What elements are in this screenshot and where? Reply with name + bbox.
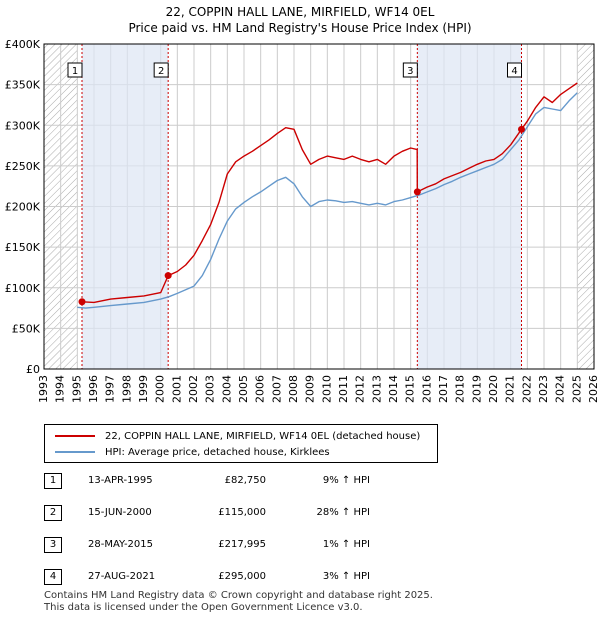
x-tick-label: 1996 [87, 375, 100, 403]
sale-row-2: 2 15-JUN-2000 £115,000 28% ↑ HPI [44, 502, 404, 522]
x-tick-label: 2021 [504, 375, 517, 403]
hpi-line [77, 92, 578, 309]
chart-subtitle: Price paid vs. HM Land Registry's House … [128, 21, 472, 35]
y-tick-label: £300K [5, 119, 41, 132]
y-tick-label: £250K [5, 160, 41, 173]
price-paid-line [81, 82, 578, 304]
x-tick-label: 2003 [204, 375, 217, 403]
footer-licence: This data is licensed under the Open Gov… [44, 602, 363, 613]
sale-row-4: 4 27-AUG-2021 £295,000 3% ↑ HPI [44, 566, 404, 586]
sale-date: 28-MAY-2015 [88, 539, 154, 550]
x-tick-label: 2002 [187, 375, 200, 403]
x-tick-label: 1999 [137, 375, 150, 403]
sale-number: 1 [44, 473, 62, 489]
sale-price: £295,000 [218, 571, 266, 582]
sale-hpi-change: 9% ↑ HPI [322, 475, 370, 486]
x-tick-label: 2015 [404, 375, 417, 403]
sale-date: 13-APR-1995 [88, 475, 153, 486]
sale-point [164, 272, 172, 280]
x-tick-label: 1993 [37, 375, 50, 403]
sale-hpi-change: 1% ↑ HPI [322, 539, 370, 550]
x-tick-label: 2020 [487, 375, 500, 403]
footer-copyright: Contains HM Land Registry data © Crown c… [44, 590, 433, 601]
x-tick-label: 2006 [254, 375, 267, 403]
y-tick-label: £0 [26, 363, 40, 376]
x-tick-label: 2026 [587, 375, 600, 403]
sale-label: 1 [72, 66, 78, 77]
x-tick-label: 2018 [454, 375, 467, 403]
x-tick-label: 1994 [54, 375, 67, 403]
sale-number: 4 [44, 569, 62, 585]
x-tick-label: 2023 [537, 375, 550, 403]
x-tick-label: 1997 [104, 375, 117, 403]
sale-hpi-change: 28% ↑ HPI [316, 507, 370, 518]
sale-number: 2 [44, 505, 62, 521]
sale-point [413, 188, 421, 196]
legend-swatch-price [55, 435, 95, 437]
x-tick-label: 2008 [287, 375, 300, 403]
sale-label: 3 [407, 66, 413, 77]
legend-swatch-hpi [55, 451, 95, 453]
x-tick-label: 2004 [220, 375, 233, 403]
sale-price: £217,995 [218, 539, 266, 550]
x-tick-label: 2000 [154, 375, 167, 403]
sale-date: 27-AUG-2021 [88, 571, 156, 582]
sale-number: 3 [44, 537, 62, 553]
sale-label-box [153, 62, 169, 78]
legend-label-price: 22, COPPIN HALL LANE, MIRFIELD, WF14 0EL… [105, 430, 421, 442]
sale-price: £82,750 [224, 475, 266, 486]
x-tick-label: 2012 [354, 375, 367, 403]
legend-label-hpi: HPI: Average price, detached house, Kirk… [105, 446, 330, 458]
sale-label: 2 [158, 66, 164, 77]
y-tick-label: £400K [5, 38, 41, 51]
x-tick-label: 2011 [337, 375, 350, 403]
x-tick-label: 1995 [70, 375, 83, 403]
x-tick-label: 2010 [320, 375, 333, 403]
x-tick-label: 2007 [270, 375, 283, 403]
x-tick-label: 2016 [420, 375, 433, 403]
y-tick-label: £100K [5, 282, 41, 295]
x-tick-label: 2024 [554, 375, 567, 403]
sale-price: £115,000 [218, 507, 266, 518]
sale-label-box [402, 62, 418, 78]
sale-point [78, 298, 86, 306]
x-tick-label: 2025 [570, 375, 583, 403]
sale-hpi-change: 3% ↑ HPI [322, 571, 370, 582]
legend-item-price: 22, COPPIN HALL LANE, MIRFIELD, WF14 0EL… [55, 429, 420, 443]
chart-title: 22, COPPIN HALL LANE, MIRFIELD, WF14 0EL [165, 5, 435, 19]
shaded-ownership-period [82, 44, 169, 369]
x-tick-label: 2009 [304, 375, 317, 403]
x-tick-label: 1998 [120, 375, 133, 403]
x-tick-label: 2014 [387, 375, 400, 403]
legend-item-hpi: HPI: Average price, detached house, Kirk… [55, 445, 330, 459]
sale-date: 15-JUN-2000 [88, 507, 152, 518]
y-tick-label: £200K [5, 201, 41, 214]
sale-row-1: 1 13-APR-1995 £82,750 9% ↑ HPI [44, 470, 404, 490]
x-tick-label: 2022 [520, 375, 533, 403]
sale-point [518, 125, 525, 133]
y-tick-label: £350K [5, 79, 41, 92]
plot-border [43, 43, 595, 370]
sale-label-box [507, 62, 522, 78]
x-tick-label: 2019 [470, 375, 483, 403]
x-tick-label: 2001 [170, 375, 183, 403]
shaded-ownership-period [417, 44, 522, 369]
y-tick-label: £50K [12, 322, 41, 335]
sale-label-box [67, 62, 83, 78]
x-tick-label: 2005 [237, 375, 250, 403]
x-tick-label: 2017 [437, 375, 450, 403]
x-tick-label: 2013 [370, 375, 383, 403]
sale-row-3: 3 28-MAY-2015 £217,995 1% ↑ HPI [44, 534, 404, 554]
chart-legend: 22, COPPIN HALL LANE, MIRFIELD, WF14 0EL… [44, 424, 438, 463]
y-tick-label: £150K [5, 241, 41, 254]
price-chart: 1 2 3 4 £0 £50K £100K £150K £200K £250K £300K £350… [5, 38, 600, 403]
sale-label: 4 [511, 66, 517, 77]
